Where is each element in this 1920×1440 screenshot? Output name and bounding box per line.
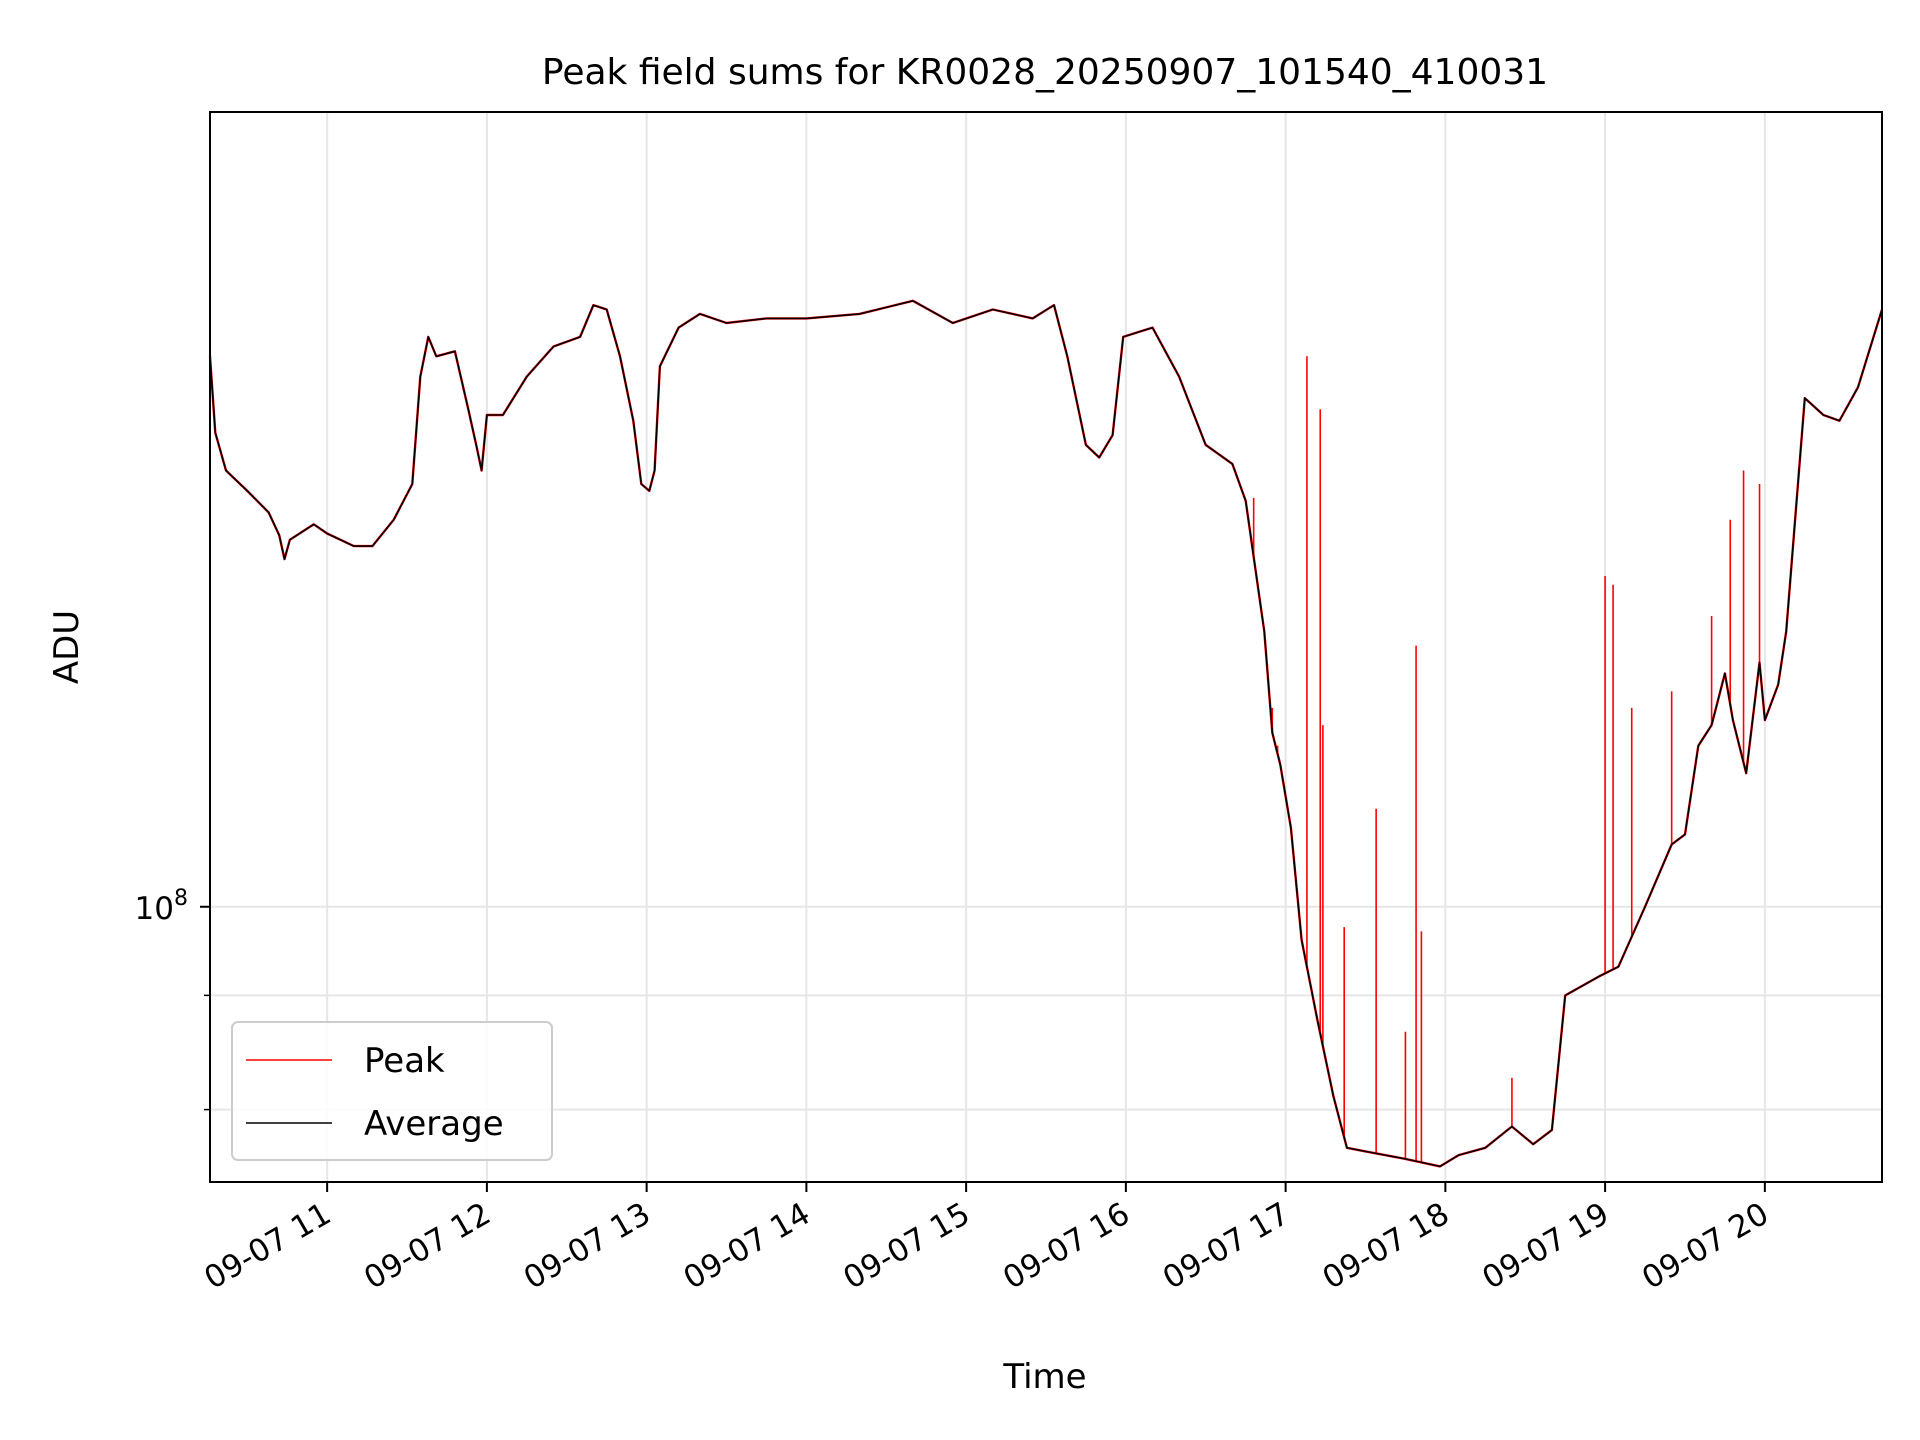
chart-title: Peak field sums for KR0028_20250907_1015… xyxy=(542,52,1548,93)
average-series-line xyxy=(209,299,1883,1168)
legend-label-peak: Peak xyxy=(364,1041,445,1081)
plot-frame xyxy=(209,111,1883,1183)
x-axis-label: Time xyxy=(1002,1357,1086,1397)
y-tick-label: 108 xyxy=(135,886,188,927)
legend-label-average: Average xyxy=(364,1104,504,1144)
legend-box xyxy=(231,1021,553,1161)
grid-layer xyxy=(210,112,1882,1182)
y-axis-label: ADU xyxy=(47,610,87,684)
series-layer xyxy=(208,112,1884,1168)
legend: Peak Average xyxy=(231,1021,553,1161)
